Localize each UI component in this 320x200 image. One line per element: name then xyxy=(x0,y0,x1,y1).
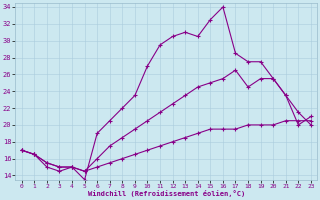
X-axis label: Windchill (Refroidissement éolien,°C): Windchill (Refroidissement éolien,°C) xyxy=(88,190,245,197)
